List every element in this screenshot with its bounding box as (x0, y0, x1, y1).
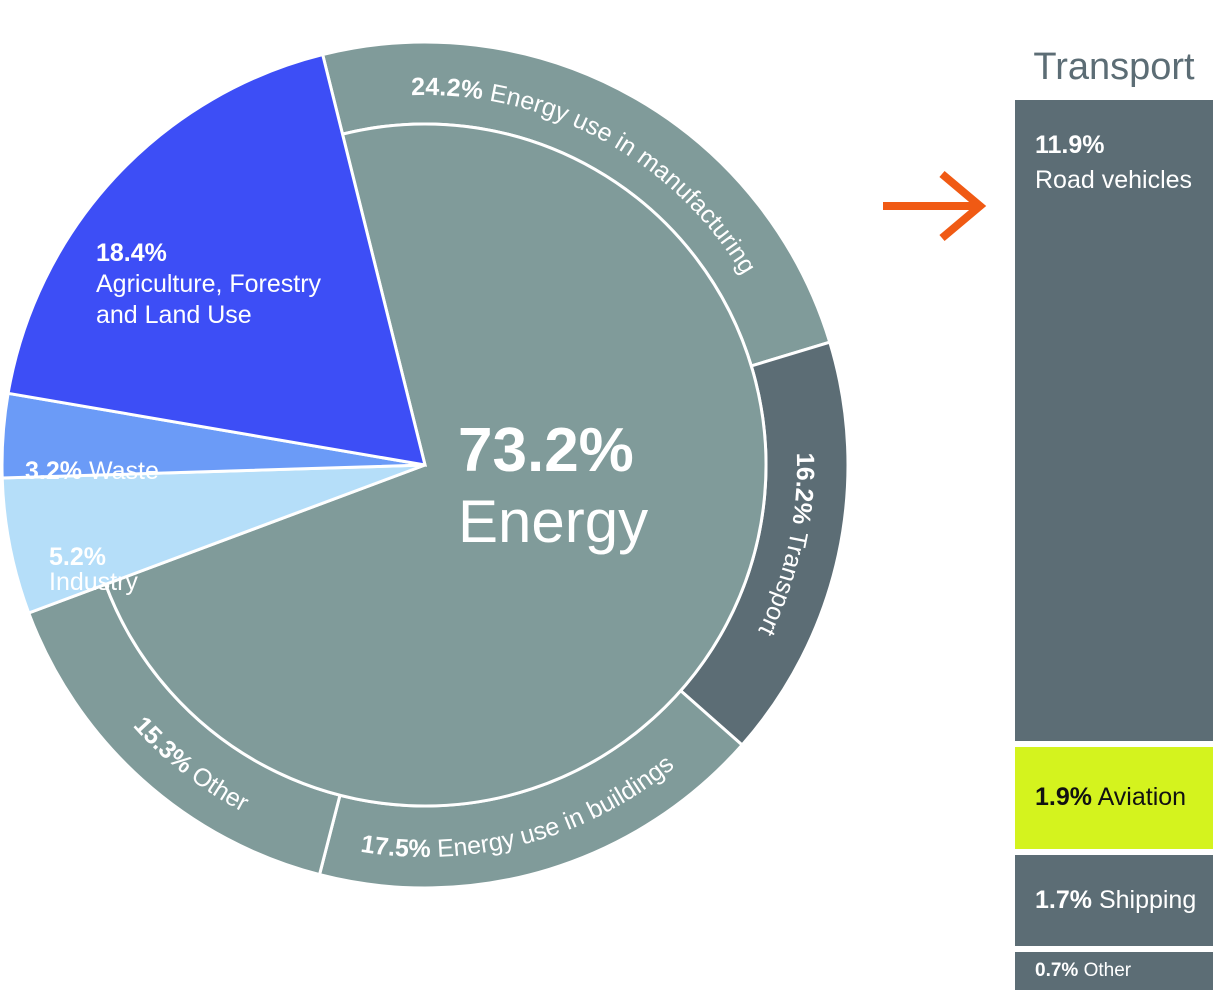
energy-center-label: 73.2% Energy (458, 415, 648, 557)
slice-industry (0, 463, 426, 615)
segment-pct: 11.9% (1035, 131, 1105, 159)
segment-name: Road vehicles (1035, 166, 1193, 194)
label-waste: 3.2% Waste (25, 456, 159, 487)
label-industry: 5.2% Industry (49, 545, 138, 595)
segment-pct: 0.7% (1035, 960, 1079, 982)
agriculture-name-2: and Land Use (96, 301, 252, 329)
bar-segment-other: 0.7% Other (1015, 952, 1213, 990)
agriculture-name-1: Agriculture, Forestry (96, 270, 322, 298)
industry-name: Industry (49, 568, 138, 596)
bar-segment-aviation: 1.9% Aviation (1015, 746, 1213, 849)
waste-name: Waste (88, 457, 159, 485)
energy-pct: 73.2% (458, 416, 634, 485)
agriculture-pct: 18.4% (96, 239, 167, 267)
segment-name: Shipping (1098, 886, 1197, 915)
segment-name: Aviation (1097, 783, 1187, 812)
waste-pct: 3.2% (25, 457, 82, 485)
segment-name: Other (1083, 960, 1132, 982)
arrow-right-icon (883, 170, 987, 242)
segment-pct: 1.7% (1035, 886, 1092, 915)
label-agriculture: 18.4% Agriculture, Forestry and Land Use (96, 238, 321, 331)
bar-segment-road-vehicles: 11.9% Road vehicles (1015, 100, 1213, 741)
bar-segment-shipping: 1.7% Shipping (1015, 854, 1213, 947)
slice-agriculture (6, 52, 428, 467)
segment-pct: 1.9% (1035, 783, 1092, 812)
slice-energy (103, 122, 768, 808)
energy-name: Energy (458, 488, 649, 555)
industry-pct: 5.2% (49, 543, 106, 571)
transport-bar-title: Transport (1033, 46, 1195, 88)
